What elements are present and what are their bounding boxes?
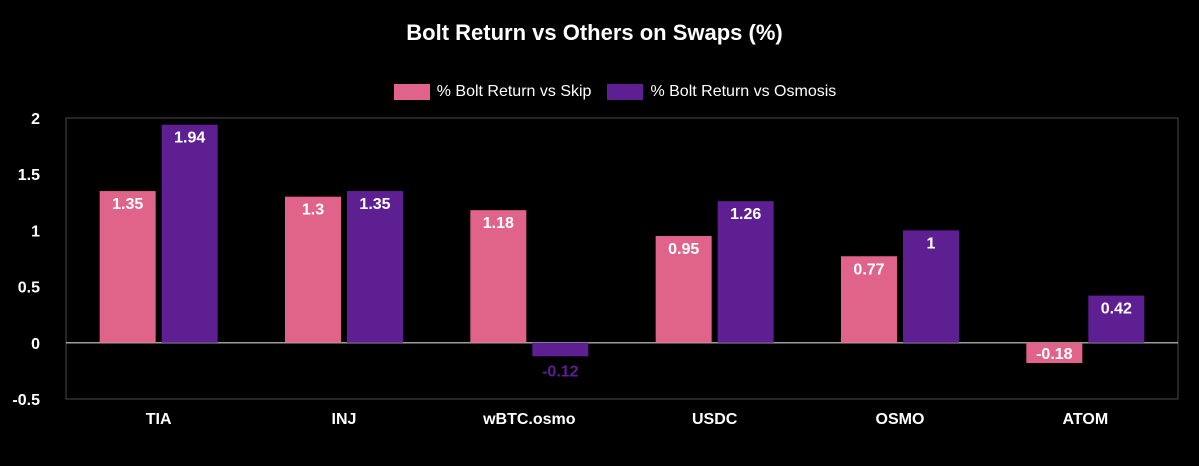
data-label: 1.3	[302, 202, 324, 219]
y-tick-label: 1	[31, 223, 40, 240]
data-label: 0.95	[668, 241, 699, 258]
data-labels-layer: 1.35 1.94 1.3 1.35 1.18 -0.12 0.95 1.26 0.77 1 -0.…	[112, 130, 1132, 381]
bar-osmosis	[717, 201, 774, 343]
legend-swatch-skip	[393, 84, 430, 100]
x-tick-label: ATOM	[1063, 411, 1109, 428]
bar-osmosis	[161, 124, 218, 343]
bars-layer	[99, 124, 1145, 364]
x-tick-label: TIA	[146, 411, 172, 428]
data-label: 1.26	[730, 206, 761, 223]
legend-label-skip: % Bolt Return vs Skip	[436, 83, 592, 100]
x-tick-label: wBTC.osmo	[482, 411, 576, 428]
x-tick-label: INJ	[332, 411, 357, 428]
y-tick-label: -0.5	[12, 392, 40, 409]
data-label: 1.18	[483, 215, 514, 232]
legend-item-skip[interactable]: % Bolt Return vs Skip	[393, 83, 592, 101]
bar-osmosis	[347, 191, 403, 343]
y-tick-label: 2	[31, 111, 40, 128]
plot-frame	[65, 117, 1179, 400]
y-tick-label: 0.5	[18, 280, 40, 297]
data-label: 0.77	[853, 261, 884, 278]
legend-swatch-osmosis	[607, 84, 644, 100]
legend-item-osmosis[interactable]: % Bolt Return vs Osmosis	[607, 83, 836, 101]
bar-skip	[470, 210, 527, 343]
bar-skip	[99, 191, 156, 343]
chart-title: Bolt Return vs Others on Swaps (%)	[406, 20, 783, 45]
data-label: 1	[927, 235, 936, 252]
bar-skip	[285, 196, 341, 343]
legend-label-osmosis: % Bolt Return vs Osmosis	[650, 83, 837, 100]
bar-skip	[1026, 342, 1083, 364]
y-tick-label: 1.5	[18, 167, 40, 184]
bar-skip	[841, 256, 897, 343]
data-label: 1.35	[359, 196, 390, 213]
data-label: -0.18	[1036, 346, 1073, 363]
y-tick-label: 0	[31, 336, 40, 353]
bar-skip	[655, 236, 712, 343]
x-tick-label: OSMO	[876, 411, 925, 428]
data-label: 0.42	[1101, 301, 1132, 318]
data-label: -0.12	[542, 363, 579, 380]
data-label: 1.35	[112, 196, 143, 213]
bar-osmosis	[1088, 295, 1145, 343]
bar-osmosis	[903, 230, 959, 343]
data-label: 1.94	[174, 130, 205, 147]
legend: % Bolt Return vs Skip % Bolt Return vs O…	[0, 83, 1199, 101]
x-tick-label: USDC	[692, 411, 738, 428]
bar-osmosis	[532, 342, 589, 357]
axis-layer: 2 1.5 1 0.5 0 -0.5 TIA INJ wBTC.osmo USDC OSMO ATOM	[12, 111, 1179, 428]
